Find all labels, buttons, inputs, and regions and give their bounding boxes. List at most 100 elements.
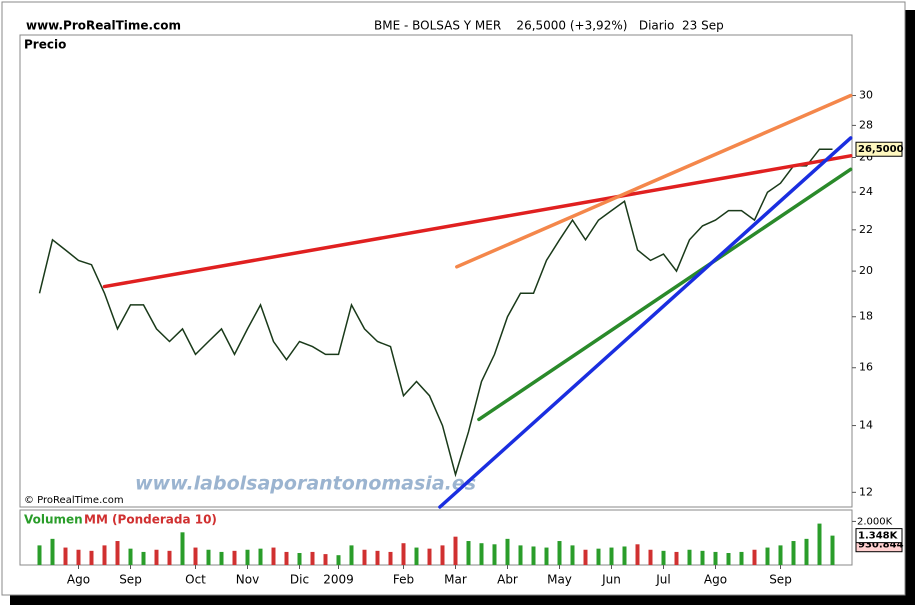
volume-bar <box>531 546 536 565</box>
volume-ma-tag: 930.844 <box>858 540 904 551</box>
volume-bar <box>765 547 770 565</box>
volume-bar <box>804 538 809 565</box>
x-tick-label: Feb <box>393 573 414 587</box>
volume-bar <box>258 548 263 565</box>
price-line <box>38 148 833 478</box>
trendline <box>477 167 853 422</box>
volume-bar <box>752 549 757 565</box>
volume-bar <box>310 551 315 565</box>
x-tick-label: Mar <box>444 573 467 587</box>
panel-label: Precio <box>24 38 66 52</box>
y-tick-label: 20 <box>859 264 873 277</box>
volume-bar <box>154 549 159 565</box>
volume-bar <box>414 547 419 565</box>
volume-bar <box>739 551 744 565</box>
volume-bar <box>635 544 640 565</box>
volume-bar <box>219 551 224 565</box>
volume-bar <box>128 548 133 565</box>
x-tick-label: Dic <box>290 573 309 587</box>
x-tick-label: 2009 <box>323 573 354 587</box>
last-price-tag-box <box>855 141 903 157</box>
volume-bar <box>479 543 484 565</box>
y-tick-label: 28 <box>859 118 873 131</box>
x-tick-label: Oct <box>185 573 206 587</box>
trendline <box>455 93 853 269</box>
volume-bar <box>830 535 835 565</box>
volume-bar <box>622 546 627 565</box>
volume-bar <box>609 547 614 565</box>
volume-bar <box>232 550 237 565</box>
x-tick-label: Jul <box>655 573 670 587</box>
volume-bar <box>687 549 692 565</box>
volume-bar <box>570 545 575 565</box>
volume-bar <box>167 550 172 565</box>
volume-bar <box>63 547 68 565</box>
volume-bar <box>583 549 588 565</box>
last-volume-tag-box <box>855 528 903 544</box>
volume-bar <box>661 550 666 565</box>
x-tick-label: Jun <box>601 573 621 587</box>
volume-bar <box>544 547 549 565</box>
copyright: © ProRealTime.com <box>24 495 124 506</box>
volume-bar <box>518 545 523 565</box>
volume-bar <box>466 541 471 565</box>
volume-ma-name: MM (Ponderada 10) <box>84 513 217 527</box>
volume-bar <box>375 550 380 565</box>
volume-bar <box>245 549 250 565</box>
title: BME - BOLSAS Y MER 26,5000 (+3,92%) Diar… <box>374 19 724 33</box>
volume-bar <box>791 541 796 565</box>
volume-bar <box>492 544 497 565</box>
volume-bar <box>362 549 367 565</box>
x-tick-label: May <box>547 573 572 587</box>
volume-bar <box>713 551 718 565</box>
volume-bar <box>401 543 406 565</box>
x-tick-label: Sep <box>769 573 792 587</box>
volume-bar <box>115 541 120 565</box>
volume-bar <box>76 549 81 565</box>
y-tick-label: 30 <box>859 89 873 102</box>
y-tick-label: 12 <box>859 485 873 498</box>
volume-bar <box>89 550 94 565</box>
volume-bar <box>323 554 328 565</box>
y-tick-label: 18 <box>859 310 873 323</box>
volume-bar <box>596 548 601 565</box>
volume-bar <box>297 553 302 565</box>
y-tick-label: 24 <box>859 185 873 198</box>
volume-panel <box>19 509 853 566</box>
volume-bar <box>336 555 341 565</box>
volume-bar <box>557 541 562 565</box>
volume-bar <box>427 548 432 565</box>
volume-bar <box>193 547 198 565</box>
x-tick-label: Ago <box>704 573 727 587</box>
volume-bar <box>388 551 393 565</box>
watermark: www.labolsaporantonomasia.es <box>135 473 476 495</box>
last-price-tag: 26,5000 <box>858 144 904 155</box>
volume-tick-label: 2.000K <box>857 516 893 527</box>
y-tick-label: 14 <box>859 419 873 432</box>
volume-bar <box>284 551 289 565</box>
trendline <box>102 154 853 289</box>
site: www.ProRealTime.com <box>26 19 181 33</box>
volume-bar <box>700 550 705 565</box>
x-tick-label: Nov <box>236 573 259 587</box>
volume-bar <box>102 545 107 565</box>
trendline <box>438 136 853 509</box>
volume-bar <box>674 551 679 565</box>
volume-bar <box>453 536 458 565</box>
volume-bar <box>505 538 510 565</box>
x-tick-label: Sep <box>119 573 142 587</box>
x-tick-label: Abr <box>497 573 518 587</box>
volume-bar <box>726 553 731 565</box>
y-tick-label: 16 <box>859 361 873 374</box>
volume-bar <box>349 545 354 565</box>
x-tick-label: Ago <box>67 573 90 587</box>
volume-bar <box>50 538 55 565</box>
volume-bar <box>648 549 653 565</box>
price-panel <box>19 34 853 508</box>
volume-bar <box>180 532 185 565</box>
last-volume-tag: 1.348K <box>858 531 899 542</box>
volume-bar <box>778 545 783 565</box>
volume-bar <box>817 523 822 565</box>
volume-bar <box>271 547 276 565</box>
